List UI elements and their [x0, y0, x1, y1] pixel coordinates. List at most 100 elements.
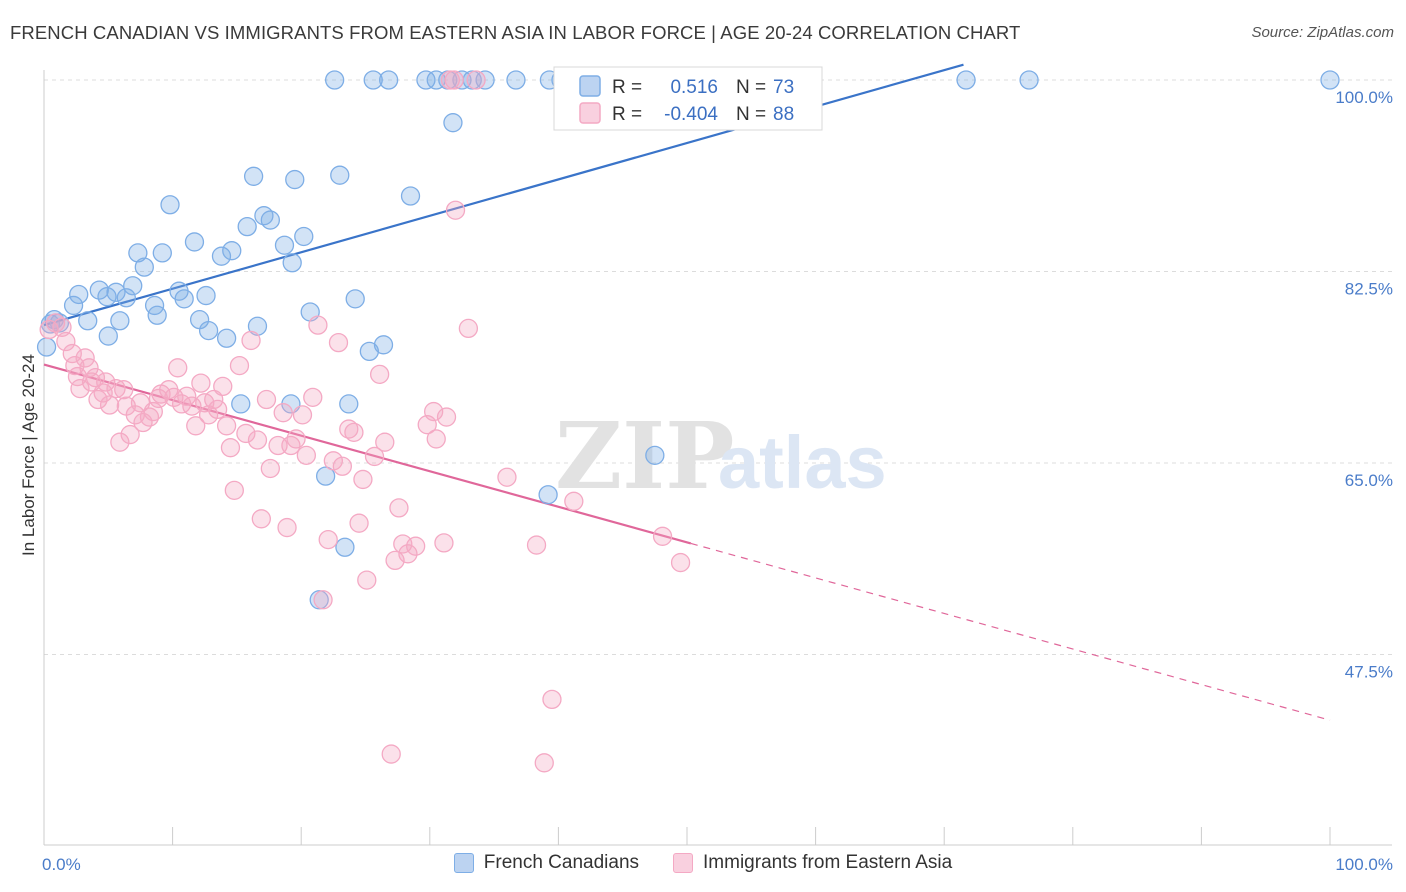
legend-item-french-canadians: French Canadians: [453, 852, 639, 874]
tick-labels: 100.0% 82.5% 65.0% 47.5% 0.0% 100.0%: [42, 88, 1393, 874]
point-series-0-47: [345, 289, 365, 309]
point-series-0-39: [294, 226, 314, 247]
point-series-0-18: [152, 243, 172, 263]
point-series-1-40: [213, 376, 233, 397]
point-series-1-14: [96, 372, 116, 392]
point-series-1-60: [313, 590, 333, 610]
point-series-1-59: [308, 315, 328, 335]
point-series-1-38: [204, 389, 224, 410]
point-series-0-15: [134, 257, 154, 277]
legend-swatch-series-0: [579, 75, 601, 97]
point-series-1-42: [220, 438, 241, 458]
point-series-1-17: [110, 432, 130, 452]
point-series-0-34: [260, 210, 280, 230]
point-series-0-30: [237, 216, 257, 237]
point-series-1-49: [256, 389, 277, 410]
point-series-1-37: [198, 405, 219, 425]
point-series-1-68: [353, 469, 373, 490]
point-series-1-61: [318, 529, 338, 550]
point-series-1-15: [99, 395, 120, 415]
point-series-1-76: [398, 544, 418, 564]
point-series-1-82: [445, 200, 466, 220]
point-series-0-8: [97, 287, 117, 307]
point-series-0-14: [128, 243, 148, 263]
point-series-0-46: [339, 394, 359, 414]
point-series-1-11: [85, 367, 106, 388]
point-series-1-43: [224, 480, 244, 501]
point-series-1-89: [670, 552, 691, 573]
x-tick-label-1: 100.0%: [1335, 855, 1393, 874]
y-tick-label-1: 82.5%: [1345, 280, 1393, 299]
point-series-1-57: [296, 445, 316, 465]
legend-r-value-0: 0.516: [670, 77, 718, 98]
point-series-1-67: [349, 513, 369, 533]
point-series-0-35: [274, 235, 295, 255]
point-series-1-72: [375, 432, 395, 452]
point-series-0-10: [106, 282, 126, 302]
point-series-0-52: [400, 186, 421, 206]
point-series-1-3: [56, 331, 76, 352]
legend-label-eastern-asia: Immigrants from Eastern Asia: [703, 852, 953, 873]
point-series-1-88: [652, 526, 673, 546]
point-series-1-66: [344, 422, 364, 443]
legend-swatch-series-1: [579, 102, 601, 124]
point-series-0-37: [282, 253, 302, 273]
legend-r-value-1: -0.404: [664, 104, 718, 125]
legend-n-value-0: 73: [773, 77, 794, 98]
point-series-1-54: [281, 435, 301, 456]
point-series-0-42: [315, 466, 336, 486]
point-series-1-65: [339, 419, 359, 439]
point-series-0-6: [78, 311, 98, 331]
point-series-0-31: [243, 166, 264, 186]
point-series-0-11: [110, 311, 130, 331]
point-series-1-77: [406, 536, 426, 556]
axes: [43, 70, 1392, 846]
point-series-1-85: [526, 535, 547, 555]
point-series-1-9: [79, 358, 99, 378]
point-series-1-44: [229, 355, 250, 376]
point-series-0-56: [443, 113, 463, 133]
point-series-1-55: [286, 429, 306, 449]
y-tick-label-0: 100.0%: [1335, 88, 1393, 107]
point-series-1-53: [277, 517, 297, 538]
chart-title: FRENCH CANADIAN VS IMMIGRANTS FROM EASTE…: [10, 22, 1021, 43]
point-series-0-53: [416, 70, 436, 90]
point-series-0-7: [89, 280, 109, 300]
point-series-0-17: [147, 305, 167, 325]
point-series-1-83: [458, 318, 479, 339]
point-series-0-48: [359, 341, 380, 362]
point-series-0-27: [216, 328, 237, 348]
point-series-1-91: [466, 70, 486, 90]
legend-swatch-blue: [453, 853, 474, 873]
point-series-1-95: [436, 407, 457, 427]
point-series-0-24: [196, 285, 216, 306]
point-series-1-93: [534, 753, 554, 773]
point-series-0-0: [36, 337, 57, 357]
point-series-0-74: [538, 485, 558, 505]
y-tick-label-2: 65.0%: [1345, 471, 1393, 490]
point-series-1-84: [497, 467, 517, 487]
point-series-1-64: [332, 456, 353, 476]
point-series-0-26: [211, 246, 232, 266]
point-series-0-25: [198, 320, 219, 341]
legend-n-label-0: N =: [736, 77, 766, 98]
point-series-1-12: [88, 389, 108, 410]
point-series-1-50: [260, 458, 280, 479]
point-series-0-49: [363, 70, 383, 90]
source-label: Source: ZipAtlas.com: [1251, 24, 1394, 41]
trend-lines: [43, 63, 1331, 721]
point-series-0-21: [174, 289, 194, 309]
point-series-1-47: [247, 430, 268, 450]
legend-r-label-1: R =: [612, 104, 642, 125]
point-series-0-60: [506, 70, 526, 90]
point-series-1-48: [251, 509, 271, 529]
legend-r-label-0: R =: [612, 77, 642, 98]
point-series-1-35: [191, 373, 211, 393]
legend-swatch-pink: [673, 853, 694, 873]
trend-line-extension-series-1: [690, 542, 1331, 721]
point-series-1-58: [303, 387, 323, 407]
point-series-1-69: [357, 570, 377, 590]
point-series-1-39: [207, 399, 228, 420]
point-series-0-38: [285, 169, 305, 190]
